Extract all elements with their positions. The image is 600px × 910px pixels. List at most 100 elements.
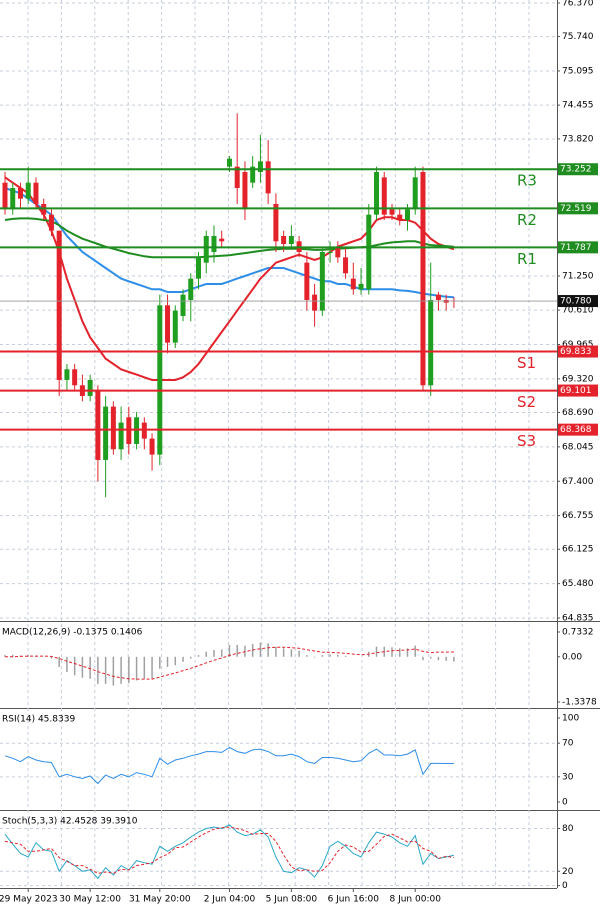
candle-body xyxy=(273,204,279,242)
candle-body xyxy=(41,204,47,215)
signal-line xyxy=(4,826,454,874)
y-tick-label: 67.400 xyxy=(562,477,594,487)
candle-body xyxy=(56,230,62,380)
x-tick-label: 30 May 12:00 xyxy=(59,895,121,905)
indicator-line xyxy=(4,824,455,880)
panel: 80 20 0 xyxy=(0,824,574,891)
current-price-box xyxy=(558,295,598,308)
y-tick-label: 20 xyxy=(562,867,574,877)
candle-body xyxy=(242,172,248,210)
panel: 100 70 30 0 xyxy=(0,713,579,808)
candle-body xyxy=(389,209,395,215)
level-box xyxy=(558,423,598,436)
level-value: 73.252 xyxy=(560,165,592,175)
level-box xyxy=(558,163,598,176)
candle-body xyxy=(250,166,256,183)
y-tick-label: 74.455 xyxy=(562,101,594,111)
candle-body xyxy=(95,390,101,460)
candle-body xyxy=(327,251,333,253)
y-tick-label: 65.480 xyxy=(562,579,594,589)
x-tick-label: 31 May 20:00 xyxy=(129,895,191,905)
candle-body xyxy=(350,278,356,290)
y-tick-label: 73.820 xyxy=(562,134,594,144)
candle-body xyxy=(165,305,171,343)
level-name: S1 xyxy=(517,354,536,372)
candle-body xyxy=(172,310,178,343)
y-tick-label: 30 xyxy=(562,772,574,782)
candle-body xyxy=(366,214,372,290)
candle-body xyxy=(234,166,240,189)
level-box xyxy=(558,241,598,254)
y-tick-label: 75.740 xyxy=(562,32,594,42)
candle-body xyxy=(288,235,294,244)
x-tick-label: 29 May 2023 xyxy=(0,895,58,905)
candle-body xyxy=(25,182,31,199)
candle-body xyxy=(397,214,403,220)
candle-body xyxy=(219,238,225,242)
x-tick-label: 2 Jun 04:00 xyxy=(204,895,256,905)
candle-body xyxy=(48,214,54,231)
y-tick-label: 100 xyxy=(562,713,579,723)
candle-body xyxy=(374,172,380,215)
candle-body xyxy=(149,438,155,455)
candle-body xyxy=(211,235,217,252)
level-box xyxy=(558,202,598,215)
moving-average xyxy=(4,217,454,259)
layout xyxy=(0,0,600,889)
level-box xyxy=(558,384,598,397)
candle-body xyxy=(226,158,232,167)
level-value: 68.368 xyxy=(560,425,592,435)
candle-body xyxy=(335,246,341,258)
candle-body xyxy=(312,294,318,311)
candle-body xyxy=(110,406,116,450)
y-tick-label: 80 xyxy=(562,824,574,834)
candle-body xyxy=(281,235,287,244)
y-tick-label: 66.125 xyxy=(562,545,594,555)
candle-body xyxy=(103,406,109,460)
candle-body xyxy=(118,422,124,450)
level-name: R1 xyxy=(517,250,537,268)
y-tick-label: 70.610 xyxy=(562,306,594,316)
candle-body xyxy=(87,379,93,396)
level-name: S2 xyxy=(517,393,536,411)
candle-body xyxy=(72,369,78,386)
candle-body xyxy=(2,182,8,210)
candle-body xyxy=(428,299,434,386)
y-tick-label: 76.370 xyxy=(562,0,594,8)
y-tick-label: 69.965 xyxy=(562,340,594,350)
candle-body xyxy=(265,161,271,194)
y-tick-label: 0 xyxy=(562,881,568,891)
y-tick-label: 0.7332 xyxy=(562,627,594,637)
candle-body xyxy=(196,257,201,279)
y-tick-label: 66.755 xyxy=(562,511,594,521)
moving-average xyxy=(4,187,454,299)
y-tick-label: 68.690 xyxy=(562,408,594,418)
candle-body xyxy=(435,294,441,300)
candle-body xyxy=(381,177,387,215)
level-box xyxy=(558,345,598,358)
y-tick-label: 71.250 xyxy=(562,271,594,281)
candle-body xyxy=(404,209,410,220)
x-tick-label: 6 Jun 16:00 xyxy=(328,895,380,905)
candle-body xyxy=(343,257,349,274)
current-price-label: 70.780 xyxy=(560,297,592,307)
panel: 76.370 75.740 75.095 74.455 73.820 71.250 70.6… xyxy=(0,0,594,624)
y-tick-label: 0.00 xyxy=(562,652,582,662)
panel-title: RSI(14) 45.8339 xyxy=(2,715,75,725)
level-value: 72.519 xyxy=(560,204,592,214)
level-value: 71.787 xyxy=(560,243,592,253)
candle-body xyxy=(64,369,70,380)
moving-average xyxy=(4,176,455,381)
candle-body xyxy=(10,188,16,210)
y-tick-label: 75.095 xyxy=(562,66,594,76)
candle-body xyxy=(319,251,325,311)
candle-body xyxy=(420,172,426,386)
indicator-line xyxy=(4,746,454,785)
level-value: 69.101 xyxy=(560,386,592,396)
x-tick-label: 8 Jun 00:00 xyxy=(389,895,441,905)
candle-body xyxy=(304,262,310,300)
candle-body xyxy=(188,278,194,300)
level-value: 69.833 xyxy=(560,347,592,357)
level-name: S3 xyxy=(517,432,536,450)
